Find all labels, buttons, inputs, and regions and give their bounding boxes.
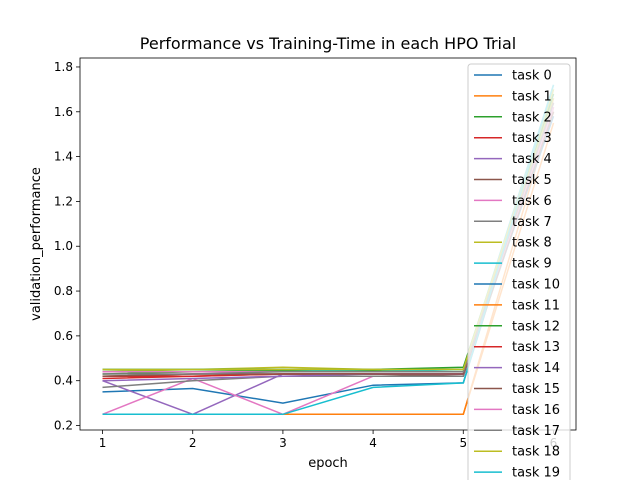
y-axis-label: validation_performance [29,167,44,321]
legend-label: task 8 [512,236,552,251]
y-tick-label: 1.6 [54,105,73,119]
axes: 1234560.20.40.60.81.01.21.41.61.8 [54,57,577,450]
legend-label: task 6 [512,194,552,209]
legend-label: task 18 [512,445,560,460]
legend-box [467,63,571,480]
legend-label: task 9 [512,257,552,272]
legend-label: task 2 [512,110,552,125]
legend-label: task 19 [512,466,560,480]
legend-label: task 16 [512,403,560,418]
y-tick-label: 0.4 [54,374,73,388]
legend-label: task 10 [512,278,560,293]
x-tick-label: 4 [369,436,377,450]
legend-label: task 14 [512,361,560,376]
y-tick-label: 1.2 [54,194,73,208]
y-tick-label: 0.2 [54,419,73,433]
chart-title: Performance vs Training-Time in each HPO… [140,34,516,53]
y-tick-label: 0.6 [54,329,73,343]
legend-label: task 7 [512,215,552,230]
legend-label: task 12 [512,319,560,334]
legend-label: task 1 [512,89,552,104]
y-tick-label: 1.4 [54,150,73,164]
x-tick-label: 3 [279,436,287,450]
legend-label: task 11 [512,298,560,313]
legend-label: task 4 [512,152,552,167]
x-tick-label: 1 [99,436,107,450]
legend-label: task 13 [512,340,560,355]
legend: task 0 task 1 task 2 task 3 task 4 task 5 task… [467,63,571,480]
x-tick-label: 5 [459,436,467,450]
y-tick-label: 1.0 [54,239,73,253]
x-tick-label: 2 [189,436,197,450]
legend-label: task 17 [512,424,560,439]
y-tick-label: 0.8 [54,284,73,298]
legend-label: task 0 [512,69,552,84]
x-axis-label: epoch [308,456,348,471]
y-tick-label: 1.8 [54,60,73,74]
legend-label: task 3 [512,131,552,146]
legend-label: task 15 [512,382,560,397]
legend-label: task 5 [512,173,552,188]
plot-frame [79,57,577,431]
